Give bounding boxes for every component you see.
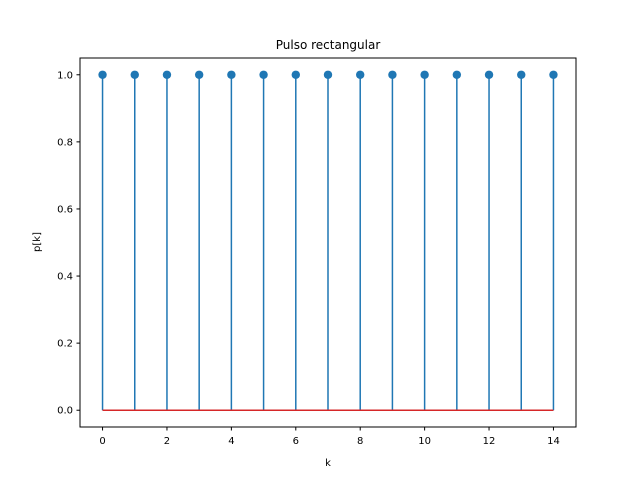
y-tick-label: 0.2	[57, 339, 73, 350]
chart-title: Pulso rectangular	[276, 38, 381, 52]
x-tick-label: 14	[547, 436, 560, 447]
x-tick-label: 4	[228, 436, 234, 447]
y-tick-label: 0.8	[57, 137, 73, 148]
stem-marker-0	[98, 70, 107, 79]
stem-marker-9	[388, 70, 397, 79]
x-tick-label: 2	[164, 436, 170, 447]
stem-marker-2	[162, 70, 172, 79]
x-tick-label: 8	[357, 436, 363, 447]
stem-marker-13	[517, 70, 526, 79]
x-axis-label: k	[325, 458, 331, 469]
y-tick-label: 1.0	[57, 70, 73, 81]
stem-marker-1	[130, 70, 139, 79]
stem-marker-4	[227, 70, 236, 79]
stem-marker-3	[194, 70, 204, 79]
x-tick-label: 10	[418, 436, 431, 447]
x-axis: 0 2 4 6 8 10 12 14	[99, 427, 560, 447]
x-tick-label: 6	[293, 436, 299, 447]
y-axis: 0.0 0.2 0.4 0.6 0.8 1.0	[57, 70, 80, 417]
stem-marker-14	[549, 70, 558, 79]
plot-area	[98, 70, 558, 411]
x-tick-label: 12	[483, 436, 496, 447]
stem-marker-7	[323, 70, 333, 79]
y-axis-label: p[k]	[32, 232, 43, 252]
stem-marker-10	[420, 70, 429, 79]
stem-marker-6	[291, 70, 300, 79]
x-tick-label: 0	[99, 436, 105, 447]
stem-marker-11	[452, 70, 462, 79]
stem-marker-5	[259, 70, 268, 79]
y-tick-label: 0.4	[57, 272, 73, 283]
stem-marker-8	[356, 70, 365, 79]
y-tick-label: 0.0	[57, 406, 73, 417]
stem-marker-12	[484, 70, 494, 79]
axes-frame	[79, 57, 577, 428]
y-tick-label: 0.6	[57, 204, 73, 215]
